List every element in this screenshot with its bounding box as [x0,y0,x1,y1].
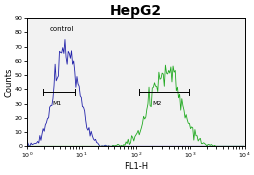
Y-axis label: Counts: Counts [4,68,13,97]
X-axis label: FL1-H: FL1-H [123,162,147,171]
Title: HepG2: HepG2 [109,4,161,18]
Text: M1: M1 [52,101,61,106]
Text: M2: M2 [152,101,161,106]
Text: control: control [50,26,74,32]
